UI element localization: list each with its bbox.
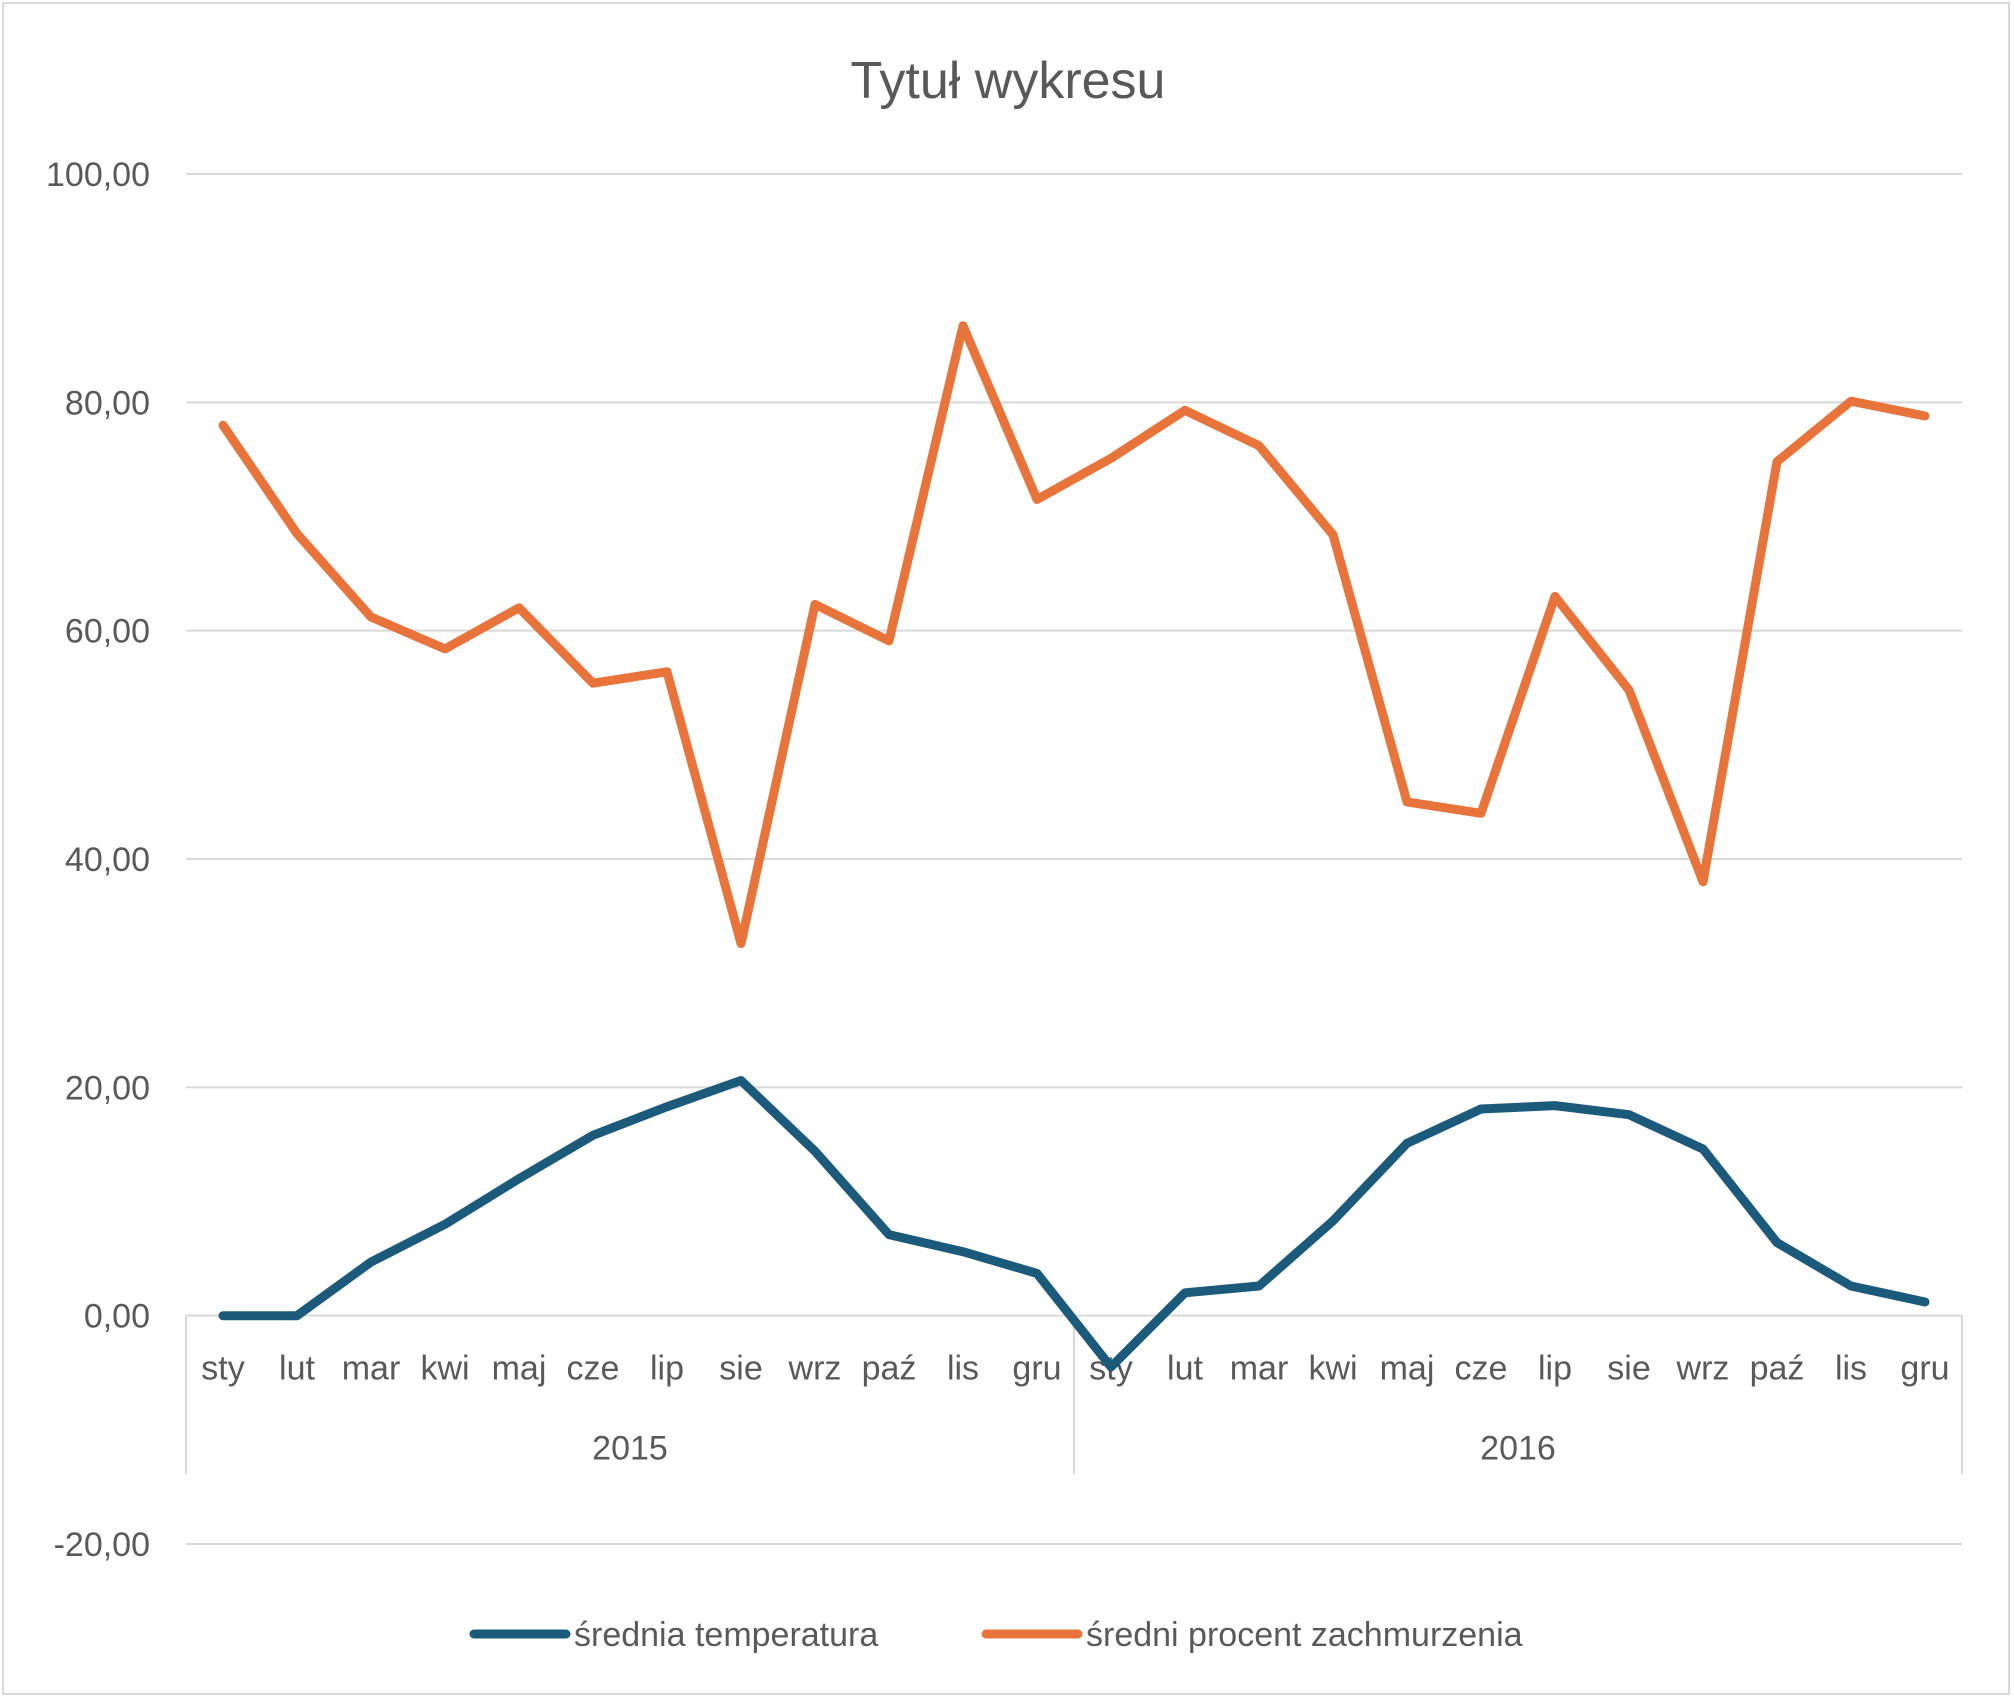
x-tick-label: lis <box>1835 1350 1867 1388</box>
x-group-label: 2015 <box>592 1430 668 1468</box>
series-line <box>218 1076 1930 1372</box>
x-tick-label: lut <box>1167 1350 1203 1388</box>
x-tick-label: sty <box>201 1350 244 1388</box>
x-tick-label: kwi <box>420 1350 469 1388</box>
x-tick-label: sie <box>1607 1350 1650 1388</box>
x-tick-label: wrz <box>788 1350 842 1388</box>
y-axis-labels: -20,00 0,00 20,00 40,00 60,00 80,00 100,00 <box>46 156 150 1564</box>
x-tick-label: lis <box>947 1350 979 1388</box>
y-tick-label: 60,00 <box>65 613 150 651</box>
y-tick-label: 0,00 <box>84 1298 150 1336</box>
x-tick-label: cze <box>1455 1350 1508 1388</box>
x-tick-label: wrz <box>1676 1350 1730 1388</box>
x-tick-label: mar <box>342 1350 401 1388</box>
x-tick-label: maj <box>492 1350 547 1388</box>
x-tick-label: gru <box>1012 1350 1061 1388</box>
x-tick-label: paź <box>1750 1350 1805 1388</box>
x-tick-label: paź <box>862 1350 917 1388</box>
x-tick-label: lip <box>650 1350 684 1388</box>
y-tick-label: 20,00 <box>65 1069 150 1107</box>
y-tick-label: 80,00 <box>65 384 150 422</box>
y-tick-label: -20,00 <box>54 1526 150 1564</box>
x-tick-label: sie <box>719 1350 762 1388</box>
legend: średnia temperatura średni procent zachmu… <box>469 1616 1523 1654</box>
line-chart: Tytuł wykresu -20,00 0,00 20,00 40,00 60,00 8… <box>46 52 1963 1654</box>
legend-label: średnia temperatura <box>574 1616 878 1654</box>
x-tick-label: cze <box>567 1350 620 1388</box>
x-tick-label: kwi <box>1308 1350 1357 1388</box>
x-tick-label: maj <box>1380 1350 1435 1388</box>
y-tick-label: 40,00 <box>65 841 150 879</box>
x-group-label: 2016 <box>1480 1430 1556 1468</box>
y-tick-label: 100,00 <box>46 156 150 194</box>
x-tick-label: mar <box>1230 1350 1289 1388</box>
series-lines <box>218 321 1930 1372</box>
x-tick-label: lip <box>1538 1350 1572 1388</box>
x-tick-label: gru <box>1900 1350 1949 1388</box>
legend-label: średni procent zachmurzenia <box>1086 1616 1523 1654</box>
series-line <box>218 321 1930 948</box>
chart-title: Tytuł wykresu <box>851 52 1166 110</box>
x-tick-label: lut <box>279 1350 315 1388</box>
x-axis: sty lut mar kwi maj cze lip sie wrz paź lis gru2015… <box>185 1314 1963 1474</box>
